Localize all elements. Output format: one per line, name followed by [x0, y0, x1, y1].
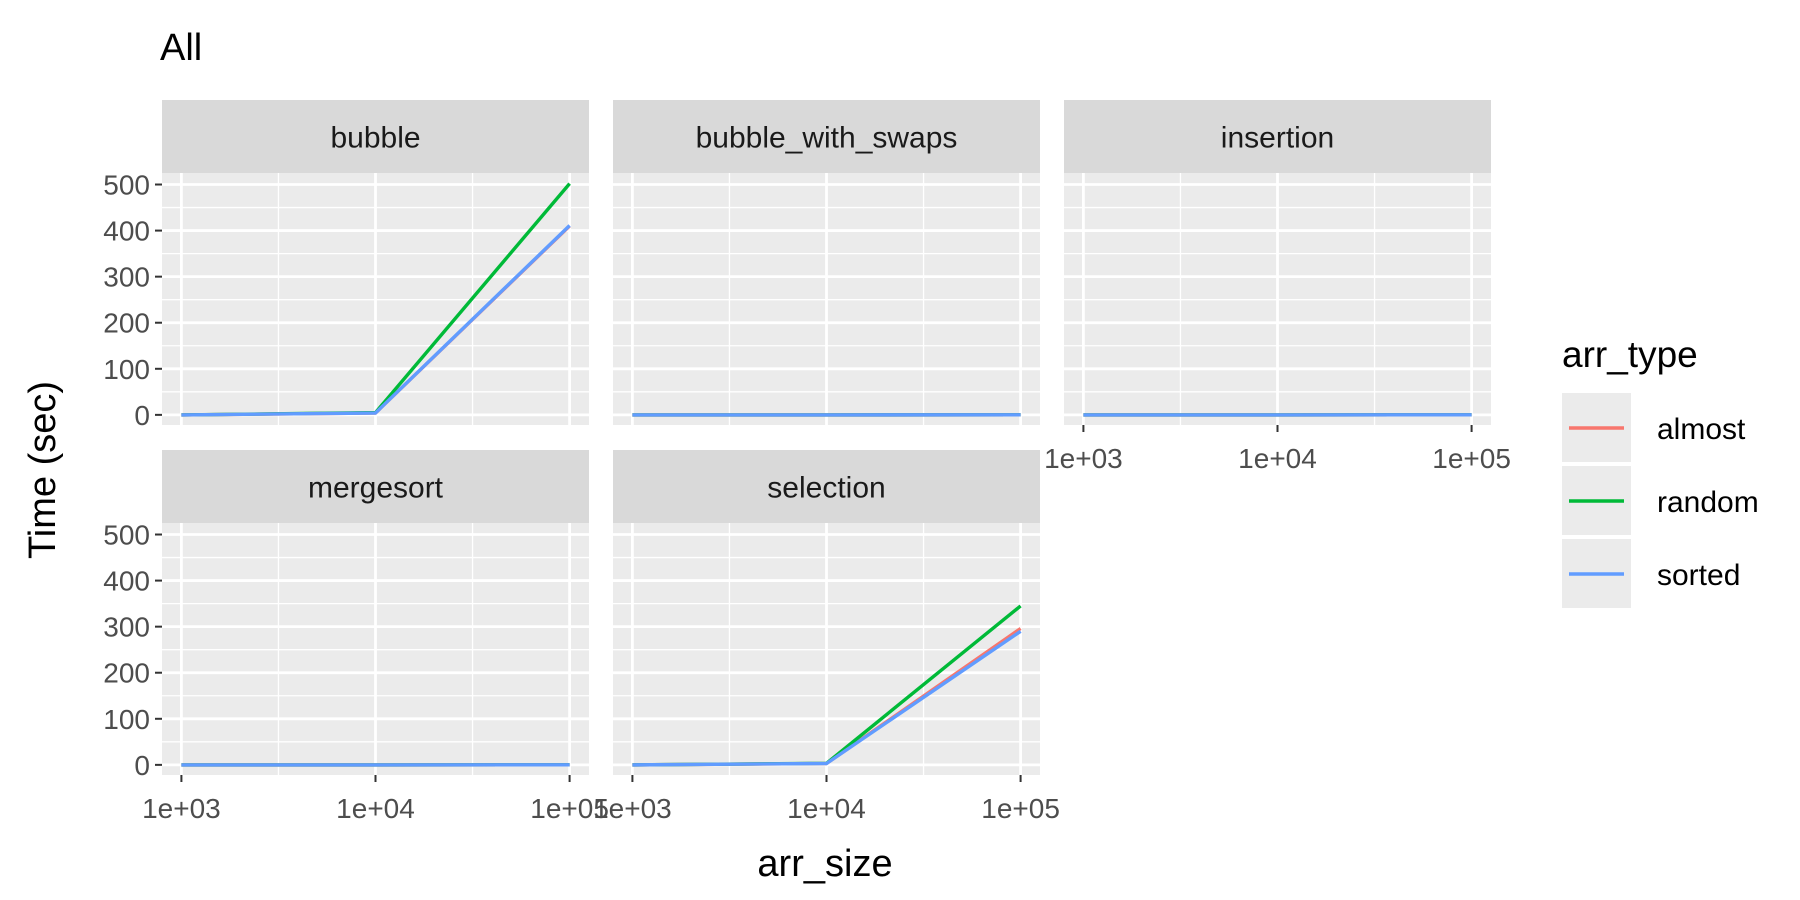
- y-tick-label: 300: [103, 612, 150, 643]
- y-tick-label: 500: [103, 170, 150, 201]
- chart-title: All: [160, 27, 202, 69]
- series-line-sorted: [181, 224, 571, 417]
- y-tick-label: 100: [103, 704, 150, 735]
- x-tick-label: 1e+05: [981, 793, 1060, 824]
- x-tick-label: 1e+05: [530, 793, 609, 824]
- y-tick-label: 300: [103, 262, 150, 293]
- legend-item-sorted: sorted: [1562, 539, 1740, 608]
- facet-strip: [613, 450, 1040, 523]
- facet-strip: [162, 100, 589, 173]
- x-tick-label: 1e+03: [142, 793, 221, 824]
- legend-label: almost: [1657, 413, 1746, 446]
- legend-label: random: [1657, 486, 1759, 519]
- x-tick-label: 1e+05: [1432, 443, 1511, 474]
- y-tick-label: 200: [103, 308, 150, 339]
- x-axis-title: arr_size: [757, 843, 892, 885]
- x-tick-label: 1e+04: [1238, 443, 1317, 474]
- y-axes: 0 100 200 300 400 500 0 100 200 300 400 500: [103, 170, 162, 781]
- x-tick-label: 1e+04: [336, 793, 415, 824]
- y-tick-label: 100: [103, 354, 150, 385]
- facet-strip: [1064, 100, 1491, 173]
- y-tick-label: 500: [103, 520, 150, 551]
- y-tick-label: 400: [103, 566, 150, 597]
- legend-title: arr_type: [1562, 334, 1698, 375]
- facet-bubble-with-swaps: bubble_with_swaps: [613, 100, 1040, 425]
- y-tick-label: 0: [134, 750, 150, 781]
- y-tick-label: 400: [103, 216, 150, 247]
- y-axis-title: Time (sec): [22, 381, 64, 559]
- facet-insertion: insertion: [1064, 100, 1491, 425]
- facet-bubble: bubble: [162, 100, 589, 425]
- legend: arr_type almost random sorted: [1562, 334, 1759, 608]
- legend-item-almost: almost: [1562, 393, 1746, 462]
- facet-strip-label: selection: [767, 472, 885, 505]
- facet-strip-label: mergesort: [308, 472, 444, 505]
- y-tick-label: 0: [134, 400, 150, 431]
- y-tick-label: 200: [103, 658, 150, 689]
- facet-strip-label: insertion: [1221, 122, 1334, 155]
- legend-item-random: random: [1562, 466, 1759, 535]
- legend-label: sorted: [1657, 559, 1740, 592]
- x-tick-label: 1e+03: [593, 793, 672, 824]
- series-line-sorted: [632, 629, 1022, 767]
- x-tick-label: 1e+04: [787, 793, 866, 824]
- facet-strip-label: bubble: [330, 122, 420, 155]
- facet-strip-label: bubble_with_swaps: [696, 122, 958, 155]
- facet-strip: [613, 100, 1040, 173]
- facet-mergesort: mergesort: [162, 450, 589, 775]
- facet-selection: selection: [613, 450, 1040, 775]
- facet-strip: [162, 450, 589, 523]
- x-tick-label: 1e+03: [1044, 443, 1123, 474]
- facet-panels: bubble bubble_with_swaps insertion mergesor…: [162, 100, 1491, 775]
